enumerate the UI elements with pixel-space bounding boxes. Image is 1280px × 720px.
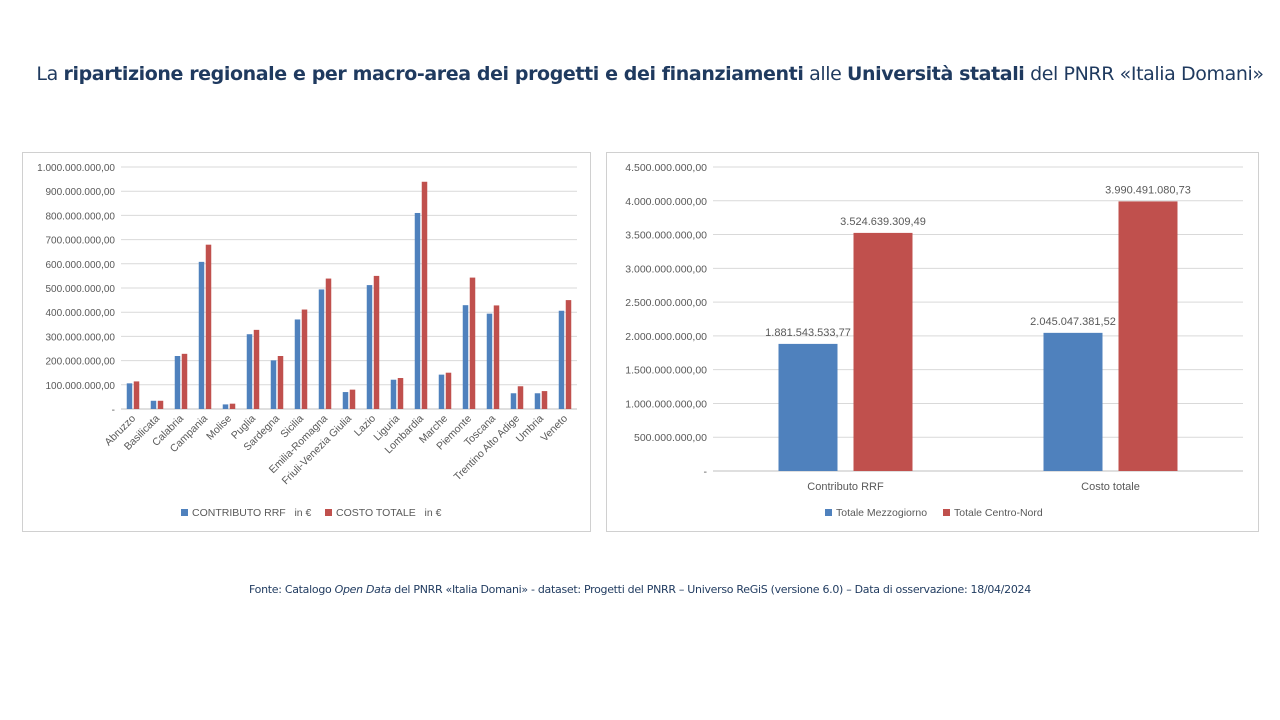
legend-label: Totale Mezzogiorno	[836, 507, 927, 519]
x-category-label: Costo totale	[1081, 481, 1140, 493]
bar-blue	[534, 393, 541, 409]
bar-blue	[778, 343, 838, 471]
y-tick-label: 4.000.000.000,00	[625, 196, 707, 208]
bar-red	[349, 389, 356, 409]
bar-blue	[270, 360, 277, 409]
legend-label: CONTRIBUTO RRF in €	[192, 507, 312, 519]
bar-red	[445, 372, 452, 409]
y-tick-label: -	[112, 405, 115, 416]
bar-red	[325, 278, 332, 409]
y-tick-label: 1.000.000.000,00	[625, 398, 707, 410]
y-tick-label: 1.000.000.000,00	[37, 163, 115, 174]
title-part: del PNRR «Italia Domani»	[1024, 63, 1264, 85]
x-category-label: Contributo RRF	[807, 481, 884, 493]
footer-prefix: Fonte: Catalogo	[249, 583, 335, 596]
data-label: 2.045.047.381,52	[1030, 316, 1116, 328]
bar-red	[277, 356, 284, 409]
bar-blue	[1043, 332, 1103, 471]
legend-swatch	[943, 509, 950, 516]
legend-swatch	[825, 509, 832, 516]
y-tick-label: 2.000.000.000,00	[625, 331, 707, 343]
y-tick-label: 500.000.000,00	[45, 284, 115, 295]
y-tick-label: 4.500.000.000,00	[625, 162, 707, 174]
bar-red	[1118, 201, 1178, 471]
bar-blue	[510, 393, 517, 409]
bar-red	[469, 277, 476, 409]
y-tick-label: 300.000.000,00	[45, 332, 115, 343]
footer-suffix: del PNRR «Italia Domani» - dataset: Prog…	[391, 583, 1031, 596]
bar-blue	[150, 400, 157, 409]
x-category-label: Molise	[204, 413, 234, 443]
bar-blue	[318, 289, 325, 409]
y-tick-label: 600.000.000,00	[45, 260, 115, 271]
bar-blue	[390, 379, 397, 409]
data-label: 1.881.543.533,77	[765, 327, 851, 339]
regional-chart-svg: - 100.000.000,00 200.000.000,00 300.000.000…	[37, 163, 577, 519]
bar-blue	[366, 285, 373, 409]
bar-blue	[246, 334, 253, 409]
bar-blue	[222, 404, 229, 409]
y-tick-label: 400.000.000,00	[45, 308, 115, 319]
title-part: Università statali	[847, 63, 1025, 85]
bar-red	[853, 232, 913, 471]
bar-red	[541, 391, 548, 409]
bar-blue	[558, 310, 565, 409]
bar-blue	[486, 313, 493, 409]
y-tick-label: 3.000.000.000,00	[625, 263, 707, 275]
legend-label: COSTO TOTALE in €	[336, 507, 442, 519]
bar-red	[229, 403, 236, 409]
data-label: 3.990.491.080,73	[1105, 184, 1191, 196]
bar-blue	[342, 392, 349, 409]
y-tick-label: 100.000.000,00	[45, 381, 115, 392]
title-part: ripartizione regionale e per macro-area …	[63, 63, 804, 85]
bar-red	[253, 329, 260, 409]
bar-red	[565, 300, 572, 409]
bar-red	[301, 309, 308, 409]
macro-area-chart-svg: - 500.000.000,00 1.000.000.000,00 1.500.000…	[625, 162, 1243, 519]
x-category-label: Veneto	[539, 413, 571, 445]
x-category-label: Umbria	[514, 413, 547, 446]
title-part: La	[36, 63, 64, 85]
bar-blue	[462, 305, 469, 409]
source-footnote: Fonte: Catalogo Open Data del PNRR «Ital…	[0, 583, 1280, 596]
y-tick-label: 3.500.000.000,00	[625, 230, 707, 242]
y-tick-label: 900.000.000,00	[45, 187, 115, 198]
y-tick-label: 500.000.000,00	[634, 432, 707, 444]
data-label: 3.524.639.309,49	[840, 216, 926, 228]
bar-blue	[126, 383, 133, 409]
bar-red	[517, 386, 524, 409]
legend-swatch	[325, 509, 332, 516]
bar-red	[373, 275, 380, 409]
slide-title: La ripartizione regionale e per macro-ar…	[0, 63, 1280, 85]
y-tick-label: 2.500.000.000,00	[625, 297, 707, 309]
y-tick-label: 700.000.000,00	[45, 236, 115, 247]
footer-italic: Open Data	[334, 583, 392, 596]
bar-red	[157, 400, 164, 409]
y-tick-label: -	[704, 466, 708, 478]
bar-blue	[174, 356, 181, 409]
macro-area-bar-chart: - 500.000.000,00 1.000.000.000,00 1.500.000…	[606, 152, 1259, 532]
bar-red	[397, 378, 404, 409]
y-tick-label: 1.500.000.000,00	[625, 365, 707, 377]
y-tick-label: 800.000.000,00	[45, 211, 115, 222]
bar-red	[493, 305, 500, 409]
bar-red	[181, 353, 188, 409]
bar-red	[133, 381, 140, 409]
title-part: alle	[803, 63, 848, 85]
legend-label: Totale Centro-Nord	[954, 507, 1043, 519]
bar-blue	[414, 212, 421, 409]
bar-blue	[294, 319, 301, 409]
legend-swatch	[181, 509, 188, 516]
regional-bar-chart: - 100.000.000,00 200.000.000,00 300.000.000…	[22, 152, 591, 532]
bar-red	[421, 181, 428, 409]
bar-blue	[438, 374, 445, 409]
bar-blue	[198, 261, 205, 409]
y-tick-label: 200.000.000,00	[45, 357, 115, 368]
bar-red	[205, 244, 212, 409]
